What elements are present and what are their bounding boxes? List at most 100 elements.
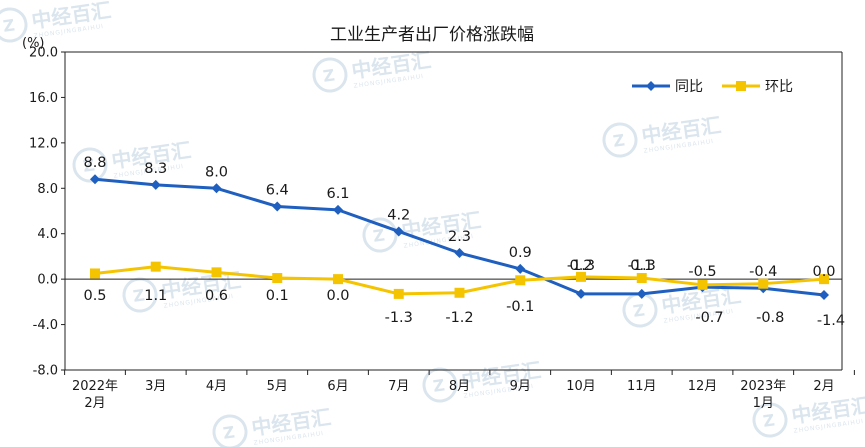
watermark-logo-letter: Z <box>132 285 146 305</box>
watermark-logo-icon <box>422 367 458 403</box>
data-point-yoy <box>272 201 283 212</box>
data-point-mom <box>272 273 283 284</box>
data-point-yoy <box>150 179 161 190</box>
data-label-yoy: -0.8 <box>756 310 784 326</box>
y-unit-label: (%) <box>22 36 45 51</box>
data-point-yoy <box>393 226 404 237</box>
data-label-mom: -0.4 <box>749 264 777 280</box>
y-tick-label: 0.0 <box>37 273 58 288</box>
data-point-mom <box>576 271 586 282</box>
data-point-yoy <box>636 288 647 299</box>
data-label-mom: 0.5 <box>83 288 106 304</box>
data-point-yoy <box>333 204 343 215</box>
data-point-mom <box>333 274 343 285</box>
watermark-logo-letter: Z <box>762 410 776 430</box>
y-tick-label: 20.0 <box>29 46 58 61</box>
chart-title: 工业生产者出厂价格涨跌幅 <box>330 25 534 45</box>
data-point-mom <box>211 267 222 278</box>
y-tick-label: 16.0 <box>29 91 58 106</box>
data-point-mom <box>636 273 647 284</box>
x-tick-label-line: 8月 <box>449 379 470 394</box>
x-tick-label-line: 11月 <box>627 379 657 394</box>
watermark-logo-icon <box>602 122 638 158</box>
x-tick-label-line: 3月 <box>145 379 166 394</box>
data-label-mom: 1.1 <box>144 288 167 304</box>
y-tick-label: 4.0 <box>37 227 58 242</box>
data-point-yoy <box>211 183 222 194</box>
x-tick-label-line: 2月 <box>84 396 105 411</box>
data-label-yoy: 6.1 <box>326 186 349 202</box>
watermark-logo-letter: Z <box>322 65 336 85</box>
y-tick-label: 12.0 <box>29 136 58 151</box>
x-tick-label: 2月 <box>813 379 834 394</box>
y-tick-label: 8.0 <box>37 182 58 197</box>
watermark-logo-icon <box>212 414 248 447</box>
plot-area: 20.0 16.0 12.0 8.0 4.0 0.0 -4.0 -8.0 2022年 2月 3月 4月… <box>29 46 855 411</box>
y-tick-label: -4.0 <box>33 318 58 333</box>
legend-marker-square <box>736 81 746 91</box>
data-label-mom: 0.0 <box>812 264 835 280</box>
x-tick-label-line: 10月 <box>566 379 596 394</box>
data-point-mom <box>758 278 769 289</box>
data-label-yoy: 6.4 <box>266 182 289 198</box>
watermark-logo-icon <box>0 7 28 43</box>
data-label-mom: -1.3 <box>385 310 413 326</box>
watermark-logo-letter: Z <box>632 300 646 320</box>
watermark-logo-letter: Z <box>372 225 386 245</box>
data-point-yoy <box>576 288 586 299</box>
x-tick-label-line: 12月 <box>688 379 718 394</box>
watermark-logo-letter: Z <box>2 15 16 35</box>
x-tick-label: 2022年 2月 <box>72 379 118 411</box>
watermark-logo-icon <box>752 402 788 438</box>
watermark-logo-letter: Z <box>612 130 626 150</box>
data-label-mom: 0.1 <box>266 288 289 304</box>
x-tick-label-line: 9月 <box>510 379 531 394</box>
data-label-mom: -0.1 <box>506 299 534 315</box>
x-tick-label: 8月 <box>449 379 470 394</box>
data-label-mom: 0.2 <box>569 258 592 274</box>
data-point-mom <box>515 275 526 286</box>
data-point-yoy <box>515 263 526 274</box>
data-label-mom: -1.2 <box>445 310 473 326</box>
legend-label: 同比 <box>675 79 703 95</box>
x-tick-label-line: 5月 <box>267 379 288 394</box>
watermark-logo-letter: Z <box>432 375 446 395</box>
data-label-mom: -0.5 <box>688 264 716 280</box>
data-point-mom <box>393 288 404 299</box>
x-tick-label-line: 6月 <box>327 379 348 394</box>
x-tick-label: 5月 <box>267 379 288 394</box>
data-point-yoy <box>819 290 829 301</box>
data-label-mom: 0.6 <box>205 288 228 304</box>
data-label-yoy: -1.4 <box>817 313 845 329</box>
data-point-mom <box>697 279 708 290</box>
x-tick-label-line: 2022年 <box>72 379 118 394</box>
data-point-mom <box>819 274 829 285</box>
data-label-mom: 0.0 <box>326 288 349 304</box>
watermark-logo-icon <box>312 57 348 93</box>
watermark-logo-letter: Z <box>222 422 236 442</box>
x-tick-label: 10月 <box>566 379 596 394</box>
data-label-yoy: -1.3 <box>628 258 656 274</box>
x-tick-label: 9月 <box>510 379 531 394</box>
data-label-yoy: -0.7 <box>695 310 723 326</box>
data-point-yoy <box>90 174 100 185</box>
legend: 同比 环比 <box>632 79 793 95</box>
data-label-mom: 0.1 <box>630 258 653 274</box>
data-label-yoy: 8.8 <box>83 155 106 171</box>
x-tick-label: 2023年 1月 <box>740 379 786 411</box>
legend-marker-diamond <box>646 81 656 91</box>
y-tick-label: -8.0 <box>33 364 58 379</box>
data-label-yoy: 0.9 <box>509 245 532 261</box>
x-tick-label-line: 2月 <box>813 379 834 394</box>
x-tick-label: 3月 <box>145 379 166 394</box>
x-tick-label: 12月 <box>688 379 718 394</box>
data-point-mom <box>90 268 100 279</box>
x-tick-label: 4月 <box>206 379 227 394</box>
x-tick-label: 7月 <box>388 379 409 394</box>
watermark-logo-letter: Z <box>82 155 96 175</box>
